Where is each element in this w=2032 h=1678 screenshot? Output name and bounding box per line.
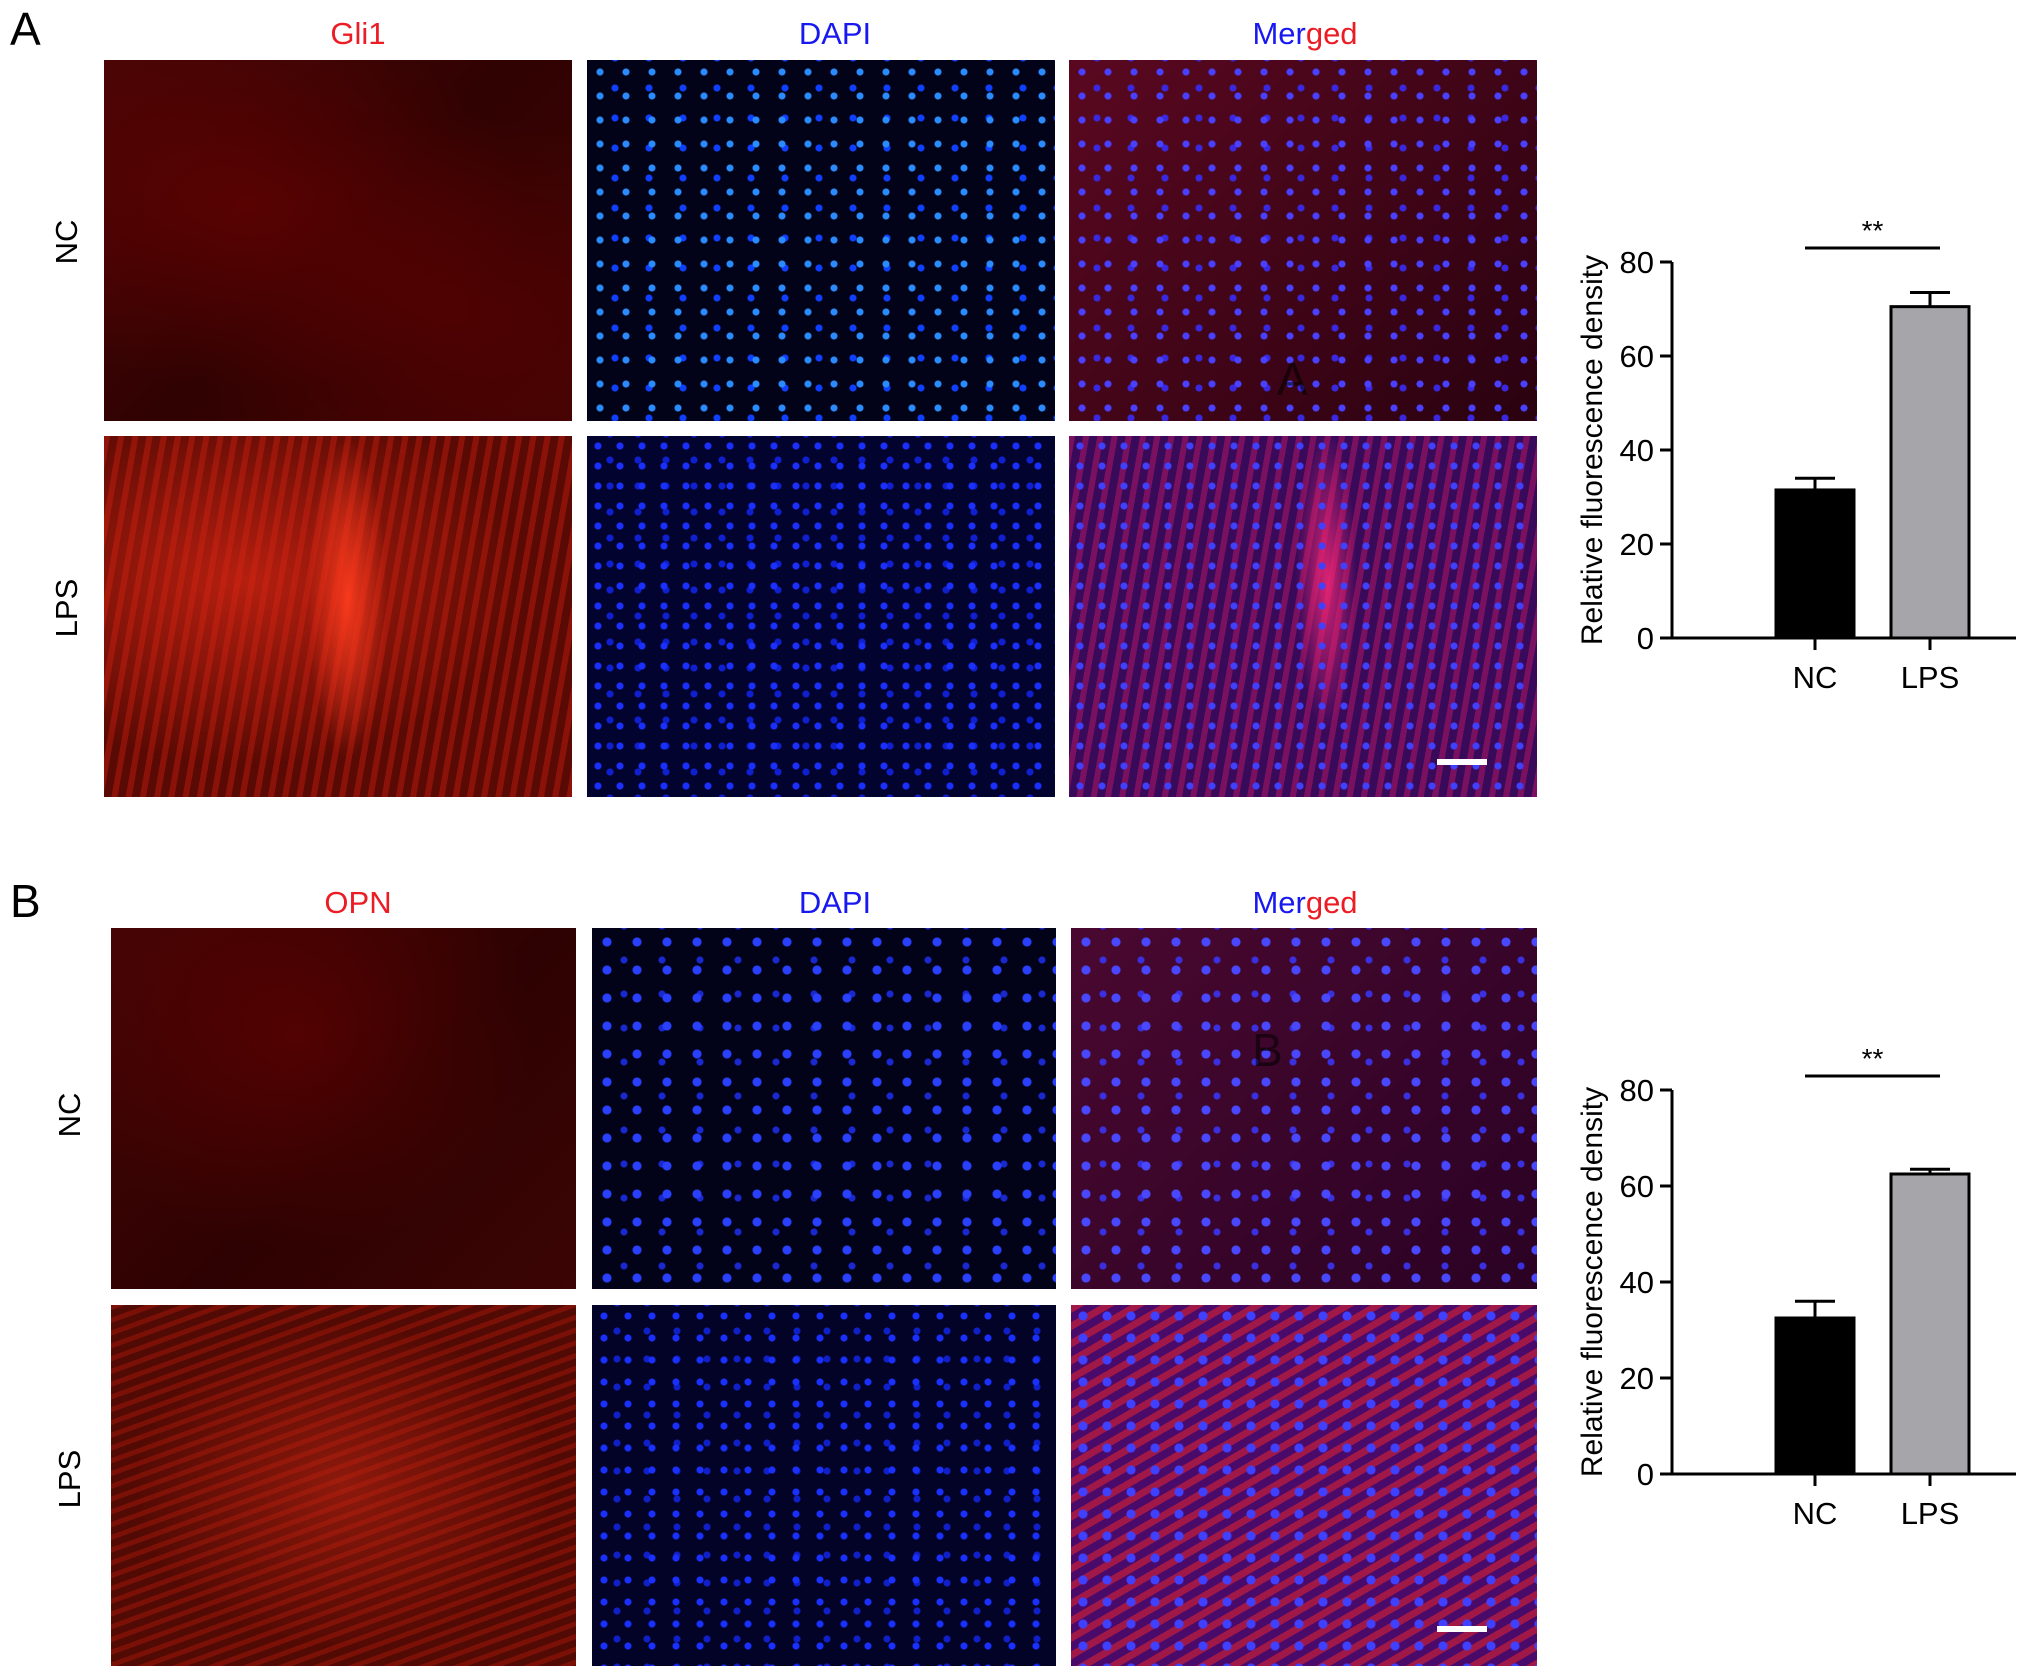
panel-letter-a: A (10, 3, 41, 55)
micrograph-merged-lps (1071, 1305, 1537, 1666)
significance-label: ** (1862, 1043, 1884, 1074)
y-tick-label: 40 (1620, 433, 1654, 468)
micrograph-dapi-nc (587, 60, 1055, 421)
y-tick-label: 60 (1620, 1169, 1654, 1204)
x-tick-label: LPS (1901, 660, 1960, 695)
y-tick-label: 0 (1637, 621, 1654, 656)
y-axis-title: Relative fluorescence density (1576, 255, 1609, 645)
micrograph-gli1-nc (104, 60, 572, 421)
significance-label: ** (1862, 215, 1884, 246)
column-title-gli1: Gli1 (330, 16, 386, 51)
panel-letter-b: B (10, 875, 41, 927)
row-label-nc: NC (52, 1092, 87, 1138)
micrograph-merged-lps (1069, 436, 1537, 797)
x-tick-label: LPS (1901, 1496, 1960, 1531)
x-tick-label: NC (1793, 1496, 1838, 1531)
y-tick-label: 80 (1620, 1073, 1654, 1108)
micrograph-opn-lps (111, 1305, 576, 1666)
row-label-lps: LPS (52, 1449, 87, 1509)
scale-bar (1437, 759, 1487, 765)
bar-nc (1774, 488, 1856, 640)
column-title-merged: Merged (1252, 16, 1358, 51)
bar-nc (1774, 1316, 1856, 1476)
chart-panel-b: 0 20 40 60 80 Relative fluorescence density NC… (1576, 1043, 2016, 1531)
y-tick-label: 80 (1620, 245, 1654, 280)
micrograph-dapi-nc (592, 928, 1056, 1289)
watermark-letter-b: B (1252, 1024, 1283, 1076)
x-tick-label: NC (1793, 660, 1838, 695)
column-title-dapi: DAPI (798, 885, 872, 920)
micrograph-opn-nc (111, 928, 576, 1289)
y-tick-label: 0 (1637, 1457, 1654, 1492)
bar-lps (1889, 305, 1971, 640)
y-tick-label: 20 (1620, 1361, 1654, 1396)
chart-panel-a: 0 20 40 60 80 Relative fluorescence density NC… (1576, 215, 2016, 695)
y-tick-label: 20 (1620, 527, 1654, 562)
column-title-merged: Merged (1252, 885, 1358, 920)
micrograph-dapi-lps (587, 436, 1055, 797)
micrograph-gli1-lps (104, 436, 572, 797)
y-tick-label: 40 (1620, 1265, 1654, 1300)
y-tick-label: 60 (1620, 339, 1654, 374)
bar-lps (1889, 1172, 1971, 1476)
micrograph-merged-nc (1069, 60, 1537, 421)
micrograph-dapi-lps (592, 1305, 1056, 1666)
column-title-dapi: DAPI (798, 16, 872, 51)
row-label-nc: NC (49, 219, 84, 265)
row-label-lps: LPS (49, 578, 84, 638)
scale-bar (1437, 1626, 1487, 1632)
watermark-letter-a: A (1277, 353, 1308, 405)
micrograph-merged-nc (1071, 928, 1537, 1289)
column-title-opn: OPN (324, 885, 392, 920)
y-axis-title: Relative fluorescence density (1576, 1087, 1609, 1477)
